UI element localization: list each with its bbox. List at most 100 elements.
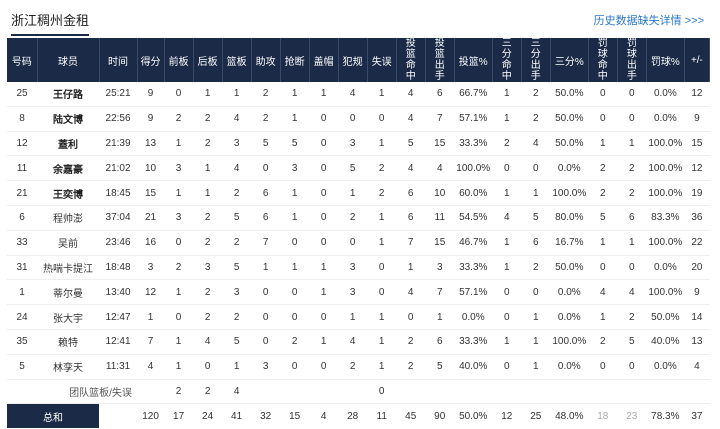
player-number: 12: [7, 131, 38, 157]
player-number: 1: [7, 279, 38, 306]
table-cell: 1: [251, 255, 281, 281]
table-cell: 0: [588, 106, 618, 132]
column-header[interactable]: 三分出手: [521, 38, 551, 82]
table-cell: 2: [617, 180, 647, 206]
table-cell: 0: [309, 304, 339, 330]
table-cell: 25: [530, 410, 542, 422]
table-cell: 0: [396, 304, 426, 330]
table-cell: [99, 404, 137, 429]
column-header[interactable]: 号码: [7, 38, 38, 82]
player-name[interactable]: 张大宇: [37, 304, 100, 330]
history-data-link[interactable]: 历史数据缺失详情 >>>: [593, 15, 704, 27]
table-cell: 5: [396, 131, 426, 157]
player-name[interactable]: 陆文博: [37, 106, 100, 132]
column-header[interactable]: 投篮命中: [396, 38, 426, 82]
column-header[interactable]: 犯规: [338, 38, 368, 82]
table-cell: 78.3%: [651, 410, 680, 422]
column-header[interactable]: 三分命中: [492, 38, 522, 82]
table-cell: 0: [164, 304, 194, 330]
table-cell: 10: [425, 180, 455, 206]
table-row[interactable]: 6 程帅澎 37:04 21 3 2 5 6 1 0 2 1 6 11 54.5% 4 5 80.0% 5 6 83.3…: [7, 205, 710, 231]
table-cell: 0: [309, 180, 339, 206]
table-cell: 9: [684, 106, 710, 132]
table-cell: 50.0%: [550, 106, 589, 132]
table-cell: 13: [684, 329, 710, 355]
table-cell: 0: [309, 354, 339, 380]
player-name[interactable]: 王奕博: [37, 180, 100, 206]
table-cell: 0.0%: [550, 155, 589, 182]
player-name[interactable]: 王仔路: [37, 82, 100, 107]
table-row[interactable]: 12 蓋利 21:39 13 1 2 3 5 5 0 3 1 5 15 33.3% 2 4 50.0% 1 1 100.…: [7, 131, 710, 157]
column-header[interactable]: 罚球命中: [588, 38, 618, 82]
table-cell: 4: [222, 106, 252, 132]
table-cell: 0: [588, 354, 618, 380]
table-cell: 7: [396, 230, 426, 256]
player-number: 6: [7, 205, 38, 231]
table-row[interactable]: 24 张大宇 12:47 1 0 2 2 0 0 0 1 1 0 1 0.0% 0 1 0.0% 1 2 50.0% 14: [7, 304, 710, 330]
table-row[interactable]: 5 林孪天 11:31 4 1 0 1 3 0 0 2 1 2 5 40.0% 0 1 0.0% 0 0 0.0% 4: [7, 354, 710, 380]
table-cell: 0: [251, 329, 281, 355]
table-cell: 1: [367, 230, 397, 256]
table-row[interactable]: 31 热喘卡提江 18:48 3 2 3 5 1 1 1 3 0 1 3 33.3% 1 2 50.0% 0 0 0.0…: [7, 255, 710, 281]
table-row[interactable]: 35 赖特 12:41 7 1 4 5 0 2 1 4 1 2 6 33.3% 1 1 100.0% 2 5 40.0%…: [7, 329, 710, 355]
column-header[interactable]: 后板: [193, 38, 223, 82]
column-header[interactable]: 球员: [37, 38, 100, 82]
column-header[interactable]: 篮板: [222, 38, 252, 82]
table-cell: 4: [396, 82, 426, 107]
table-row[interactable]: 1 蒂尔曼 13:40 12 1 2 3 0 0 1 3 0 4 7 57.1% 0 0 0.0% 4 4 100.0%…: [7, 279, 710, 306]
column-header[interactable]: 得分: [137, 38, 165, 82]
table-cell: 0: [164, 230, 194, 256]
table-row[interactable]: 21 王奕博 18:45 15 1 1 2 6 1 0 1 2 6 10 60.0% 1 1 100.0% 2 2 10…: [7, 180, 710, 206]
column-header[interactable]: 投篮%: [454, 38, 493, 82]
player-name[interactable]: 赖特: [37, 329, 100, 355]
column-header[interactable]: 罚球出手: [617, 38, 647, 82]
table-cell: 1: [222, 82, 252, 107]
table-cell: 1: [617, 230, 647, 256]
team-tab-title[interactable]: 浙江稠州金租: [11, 10, 90, 36]
table-cell: 6: [251, 205, 281, 231]
column-header[interactable]: 失误: [367, 38, 397, 82]
column-header[interactable]: 前板: [164, 38, 194, 82]
table-cell: 0.0%: [646, 106, 685, 132]
table-cell: 15: [684, 131, 710, 157]
table-cell: 37:04: [99, 205, 138, 231]
table-cell: 2: [251, 82, 281, 107]
table-cell: 0: [367, 255, 397, 281]
player-name[interactable]: 蒂尔曼: [37, 279, 100, 306]
table-cell: 100.0%: [646, 279, 685, 306]
table-cell: 4: [492, 205, 522, 231]
column-header[interactable]: 盖帽: [309, 38, 339, 82]
table-cell: 16: [137, 230, 165, 256]
table-cell: 0: [309, 230, 339, 256]
player-name[interactable]: 蓋利: [37, 131, 100, 157]
player-name[interactable]: 余嘉豪: [37, 155, 100, 182]
player-name[interactable]: 热喘卡提江: [37, 255, 100, 281]
table-cell: 9: [137, 106, 165, 132]
table-row[interactable]: 8 陆文博 22:56 9 2 2 4 2 1 0 0 0 4 7 57.1% 1 2 50.0% 0 0 0.0% 9: [7, 106, 710, 132]
player-name[interactable]: 林孪天: [37, 354, 100, 380]
column-header[interactable]: 抢断: [280, 38, 310, 82]
column-header[interactable]: 时间: [99, 38, 138, 82]
table-cell: 80.0%: [550, 205, 589, 231]
column-header[interactable]: 投篮出手: [425, 38, 455, 82]
table-cell: 66.7%: [454, 82, 493, 107]
table-cell: 1: [338, 180, 368, 206]
table-row[interactable]: 25 王仔路 25:21 9 0 1 1 2 1 1 4 1 4 6 66.7% 1 2 50.0% 0 0 0.0% 1…: [7, 82, 710, 107]
column-header[interactable]: 罚球%: [646, 38, 685, 82]
table-row[interactable]: 33 吴前 23:46 16 0 2 2 7 0 0 0 1 7 15 46.7% 1 6 16.7% 1 1 100.…: [7, 230, 710, 256]
column-header[interactable]: 三分%: [550, 38, 589, 82]
player-name[interactable]: 吴前: [37, 230, 100, 256]
table-cell: 13: [137, 131, 165, 157]
column-header[interactable]: 助攻: [251, 38, 281, 82]
table-cell: 19: [684, 180, 710, 206]
team-rebounds-row: 团队篮板/失误 2 2 4 0: [7, 379, 710, 405]
table-cell: 0: [251, 304, 281, 330]
table-cell: 12: [684, 155, 710, 182]
table-row[interactable]: 11 余嘉豪 21:02 10 3 1 4 0 3 0 5 2 4 4 100.0% 0 0 0.0% 2 2 100.…: [7, 155, 710, 182]
table-cell: 0: [309, 155, 339, 182]
table-cell: 45: [405, 410, 417, 422]
table-cell: 5: [280, 131, 310, 157]
table-cell: 1: [492, 82, 522, 107]
column-header[interactable]: +/-: [684, 38, 711, 82]
player-name[interactable]: 程帅澎: [37, 205, 100, 231]
